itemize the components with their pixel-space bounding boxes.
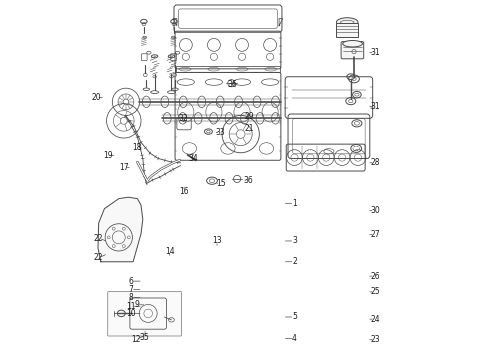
Text: 22: 22 <box>94 234 103 243</box>
Text: 8: 8 <box>128 293 133 302</box>
Bar <box>176 66 280 72</box>
Text: 19: 19 <box>103 151 113 160</box>
Text: 31: 31 <box>370 48 380 57</box>
Text: 16: 16 <box>179 187 189 196</box>
Text: 1: 1 <box>292 199 297 208</box>
Text: 20: 20 <box>91 93 101 102</box>
Text: 34: 34 <box>188 154 198 163</box>
Text: 28: 28 <box>370 158 380 167</box>
Text: 36: 36 <box>227 81 237 90</box>
Ellipse shape <box>343 41 363 47</box>
Ellipse shape <box>337 18 358 27</box>
Text: 22: 22 <box>94 253 103 262</box>
Text: 35: 35 <box>140 333 149 342</box>
Text: 25: 25 <box>370 287 380 296</box>
Text: 33: 33 <box>216 128 225 137</box>
Text: 24: 24 <box>370 315 380 324</box>
Text: 21: 21 <box>245 123 254 132</box>
Text: 13: 13 <box>212 237 222 246</box>
Text: 12: 12 <box>131 335 141 344</box>
Text: 36: 36 <box>244 176 253 185</box>
Text: 15: 15 <box>216 179 225 188</box>
Text: 11: 11 <box>126 302 136 311</box>
Text: 30: 30 <box>370 206 380 215</box>
Text: 23: 23 <box>370 335 380 344</box>
Text: 2: 2 <box>292 257 297 266</box>
Text: 3: 3 <box>292 237 297 246</box>
Text: 29: 29 <box>245 112 254 121</box>
Bar <box>337 23 358 37</box>
Text: 27: 27 <box>370 230 380 239</box>
Text: 32: 32 <box>178 114 188 123</box>
Text: 6: 6 <box>128 276 133 285</box>
Polygon shape <box>98 197 143 262</box>
Text: 5: 5 <box>292 312 297 321</box>
Text: 17: 17 <box>120 163 129 172</box>
Text: 26: 26 <box>370 271 380 280</box>
Text: 31: 31 <box>370 102 380 111</box>
Text: 10: 10 <box>126 309 136 318</box>
Text: 9: 9 <box>135 300 140 309</box>
Text: 18: 18 <box>132 143 142 152</box>
Text: 4: 4 <box>292 334 297 343</box>
FancyBboxPatch shape <box>108 292 181 336</box>
FancyBboxPatch shape <box>341 41 364 59</box>
Text: 14: 14 <box>165 247 174 256</box>
Text: 7: 7 <box>128 285 133 294</box>
